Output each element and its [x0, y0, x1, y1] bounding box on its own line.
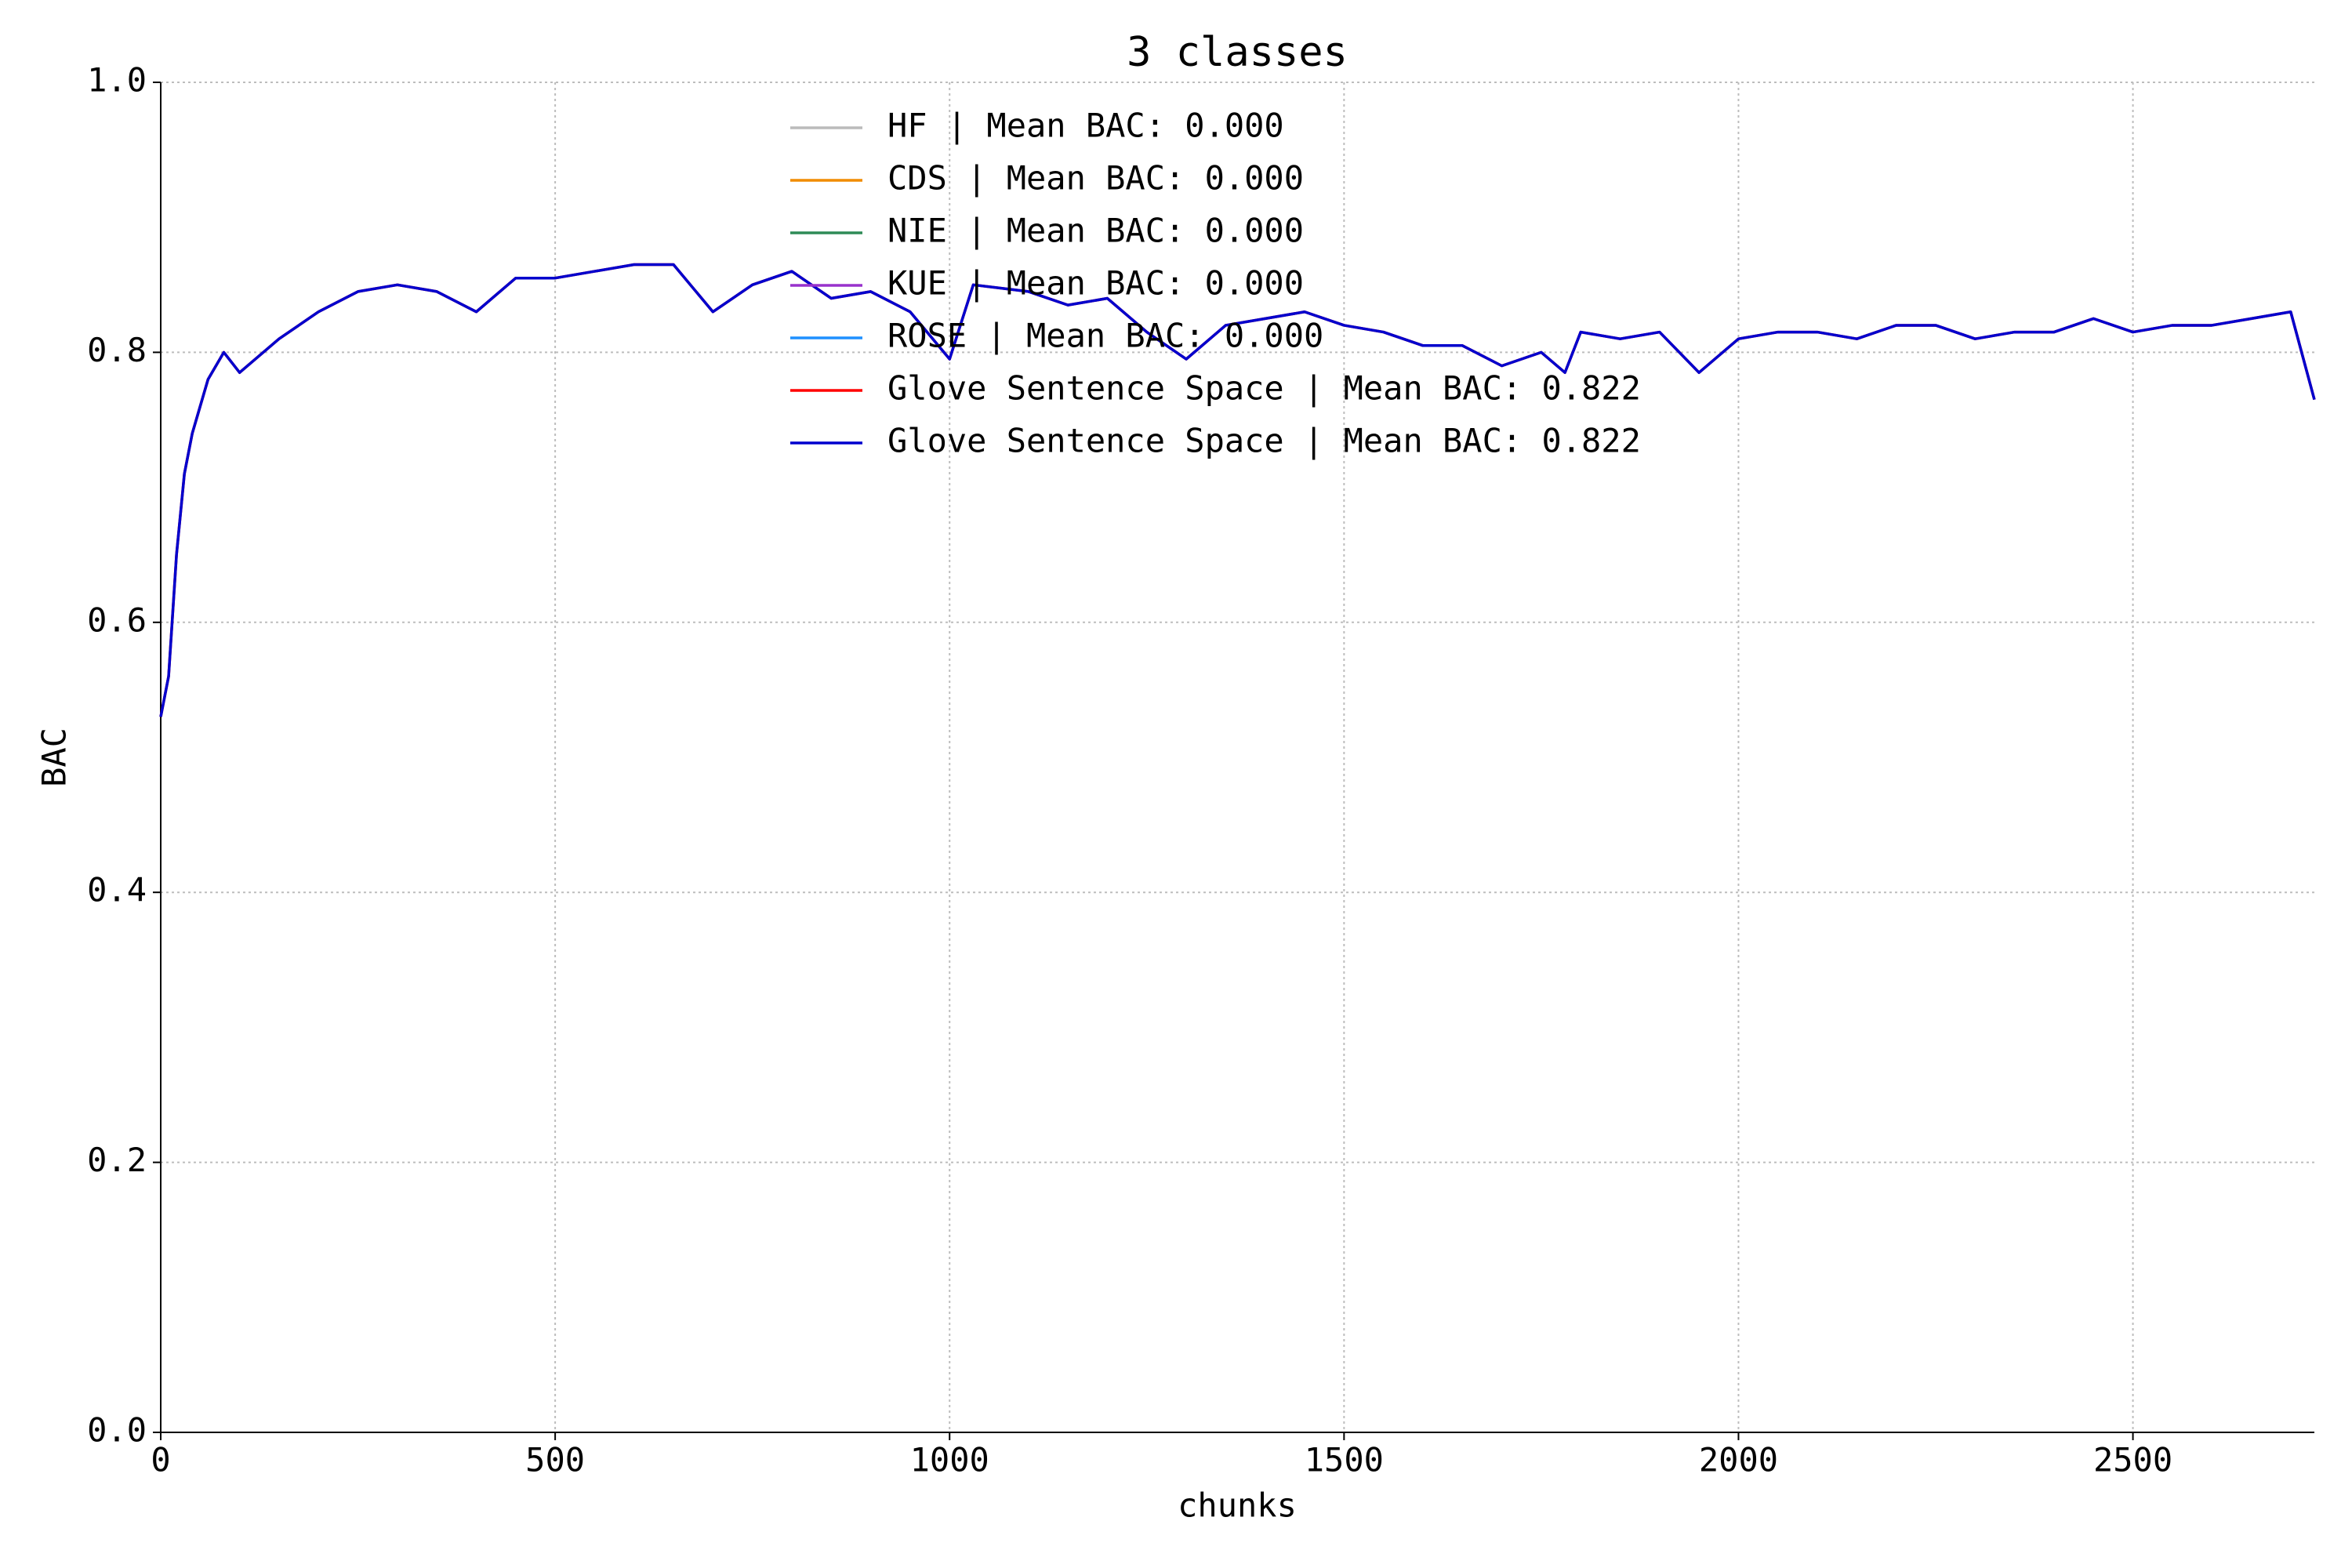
x-axis-label: chunks	[1178, 1486, 1297, 1525]
chart-title: 3 classes	[1127, 29, 1348, 76]
x-tick-label: 1000	[910, 1441, 989, 1479]
y-tick-label: 0.2	[87, 1141, 147, 1179]
legend-label: KUE | Mean BAC: 0.000	[887, 264, 1304, 303]
legend-label: ROSE | Mean BAC: 0.000	[887, 317, 1323, 355]
x-tick-label: 1500	[1305, 1441, 1384, 1479]
legend-label: NIE | Mean BAC: 0.000	[887, 212, 1304, 250]
legend-label: HF | Mean BAC: 0.000	[887, 107, 1284, 145]
y-tick-label: 0.4	[87, 871, 147, 909]
x-tick-label: 500	[525, 1441, 585, 1479]
data-line	[159, 263, 2316, 717]
y-tick-label: 1.0	[87, 61, 147, 100]
y-tick-label: 0.0	[87, 1411, 147, 1450]
y-tick-label: 0.6	[87, 601, 147, 639]
y-axis-label: BAC	[35, 728, 74, 787]
x-tick-label: 2000	[1699, 1441, 1778, 1479]
legend-label: Glove Sentence Space | Mean BAC: 0.822	[887, 369, 1641, 408]
legend-label: Glove Sentence Space | Mean BAC: 0.822	[887, 422, 1641, 460]
legend-label: CDS | Mean BAC: 0.000	[887, 159, 1304, 198]
y-tick-label: 0.8	[87, 331, 147, 369]
x-tick-label: 2500	[2093, 1441, 2172, 1479]
x-tick-label: 0	[151, 1441, 170, 1479]
